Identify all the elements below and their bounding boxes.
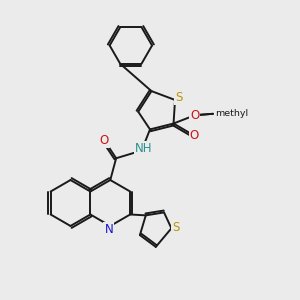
Text: O: O bbox=[99, 134, 109, 147]
Text: O: O bbox=[190, 129, 199, 142]
Text: S: S bbox=[172, 220, 179, 234]
Text: O: O bbox=[190, 109, 200, 122]
Text: S: S bbox=[175, 91, 182, 104]
Text: N: N bbox=[104, 223, 113, 236]
Text: methyl: methyl bbox=[214, 109, 246, 118]
Text: NH: NH bbox=[135, 142, 152, 155]
Text: methyl: methyl bbox=[0, 299, 1, 300]
Text: methyl: methyl bbox=[215, 109, 248, 118]
